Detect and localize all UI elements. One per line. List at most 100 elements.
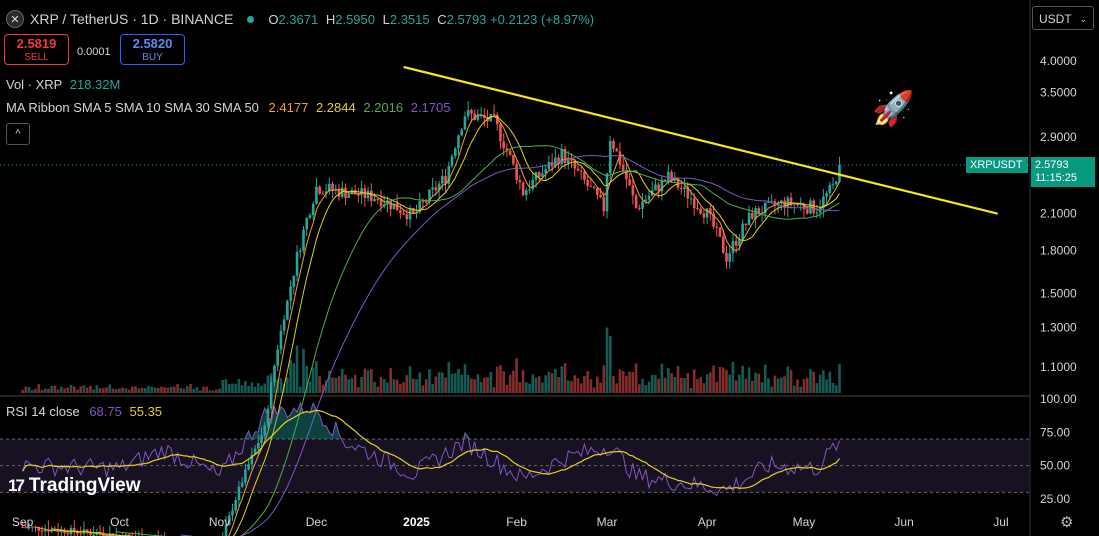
volume-bar <box>689 388 693 393</box>
tradingview-watermark[interactable]: 17 TradingView <box>8 475 141 497</box>
volume-bar <box>805 377 809 393</box>
volume-bar <box>173 386 176 393</box>
time-tick-label: Nov <box>209 515 230 529</box>
volume-bar <box>528 383 531 393</box>
candle-body <box>621 164 625 171</box>
ma-ribbon-legend[interactable]: MA Ribbon SMA 5 SMA 10 SMA 30 SMA 50 2.4… <box>6 100 450 115</box>
volume-legend[interactable]: Vol · XRP 218.32M <box>6 77 120 92</box>
chevron-down-icon: ⌄ <box>1079 14 1087 24</box>
volume-bar <box>586 371 589 393</box>
volume-bar <box>612 375 615 393</box>
sell-label: SELL <box>24 52 49 63</box>
candle-body <box>463 116 467 130</box>
rsi-label: RSI 14 close <box>6 404 80 419</box>
volume-bar <box>240 385 244 393</box>
candle-body <box>799 204 803 206</box>
candle-body <box>612 140 615 149</box>
volume-bar <box>257 383 260 393</box>
settings-icon[interactable]: ⚙ <box>1060 514 1074 531</box>
candle-body <box>379 199 383 207</box>
candle-body <box>350 190 354 195</box>
volume-bar <box>363 368 367 393</box>
volume-bar <box>298 386 302 393</box>
volume-bar <box>382 379 386 393</box>
volume-bar <box>608 336 612 393</box>
volume-bar <box>198 390 202 393</box>
volume-bar <box>344 374 347 393</box>
candle-body <box>502 141 505 149</box>
volume-bar <box>292 363 296 393</box>
rsi-band <box>0 439 1030 493</box>
volume-bar <box>234 383 238 393</box>
candle-body <box>834 181 838 185</box>
candle-body <box>802 204 806 210</box>
buy-price: 2.5820 <box>132 36 173 51</box>
sma30-value: 2.2016 <box>363 100 404 115</box>
candle-body <box>731 241 735 254</box>
ohlc-high-key: H <box>325 11 336 27</box>
ma-ribbon-lines <box>35 114 840 536</box>
sell-button[interactable]: 2.5819 SELL <box>4 34 69 65</box>
volume-bar <box>405 375 409 393</box>
candle-body <box>825 193 828 197</box>
volume-bar <box>53 385 57 393</box>
candle-body <box>566 157 570 164</box>
volume-bar <box>712 365 715 393</box>
collapse-legend-icon[interactable]: ^ <box>6 123 30 145</box>
volume-bar <box>466 374 470 393</box>
candle-body <box>328 183 331 192</box>
volume-bar <box>221 380 225 393</box>
rsi-legend[interactable]: RSI 14 close 68.75 55.35 <box>6 404 162 419</box>
volume-bar <box>596 376 599 393</box>
trendline <box>403 65 998 215</box>
candle-body <box>244 469 247 483</box>
volume-bar <box>195 387 199 393</box>
symbol-title[interactable]: XRP / TetherUS · 1D · BINANCE <box>30 11 234 27</box>
candle-body <box>838 165 841 182</box>
candle-body <box>505 148 509 151</box>
volume-bar <box>721 367 725 393</box>
candle-body <box>360 188 363 196</box>
volume-bar <box>654 374 657 393</box>
sma5-value: 2.4177 <box>268 100 309 115</box>
candle-body <box>402 212 405 215</box>
candle-body <box>805 209 809 214</box>
bar-countdown: 11:15:25 <box>1035 172 1078 184</box>
volume-bar <box>618 369 622 393</box>
candle-body <box>596 187 599 195</box>
volume-bar <box>27 386 31 393</box>
currency-select[interactable]: USDT ⌄ <box>1032 6 1094 30</box>
volume-bar <box>150 386 154 393</box>
volume-bar <box>796 379 799 393</box>
candle-body <box>541 173 544 177</box>
volume-bar <box>731 361 735 393</box>
last-price-tag: 2.5793 11:15:25 <box>1031 157 1095 187</box>
candle-body <box>21 527 24 529</box>
buy-button[interactable]: 2.5820 BUY <box>120 34 185 65</box>
volume-bar <box>66 387 70 393</box>
volume-bar <box>792 385 796 393</box>
volume-legend-value: 218.32M <box>69 77 121 92</box>
candle-body <box>563 149 567 164</box>
volume-bar <box>302 348 305 393</box>
volume-bar <box>111 388 115 393</box>
volume-bar <box>631 371 635 393</box>
volume-bar <box>447 361 451 393</box>
candle-body <box>231 510 234 516</box>
candle-body <box>389 200 392 210</box>
volume-bar <box>650 374 654 393</box>
volume-bar <box>182 388 186 393</box>
volume-bar <box>463 364 467 393</box>
volume-bar <box>360 376 363 393</box>
volume-bar <box>395 379 399 393</box>
candle-body <box>767 201 770 203</box>
rsi-line <box>22 401 840 497</box>
price-axis: 4.00003.50002.90002.50002.10001.80001.50… <box>1040 54 1077 506</box>
volume-bar <box>311 367 315 393</box>
volume-bar <box>770 386 773 393</box>
volume-bar <box>431 383 434 393</box>
candle-body <box>683 186 686 190</box>
candle-body <box>512 154 515 164</box>
volume-bar <box>334 377 338 393</box>
